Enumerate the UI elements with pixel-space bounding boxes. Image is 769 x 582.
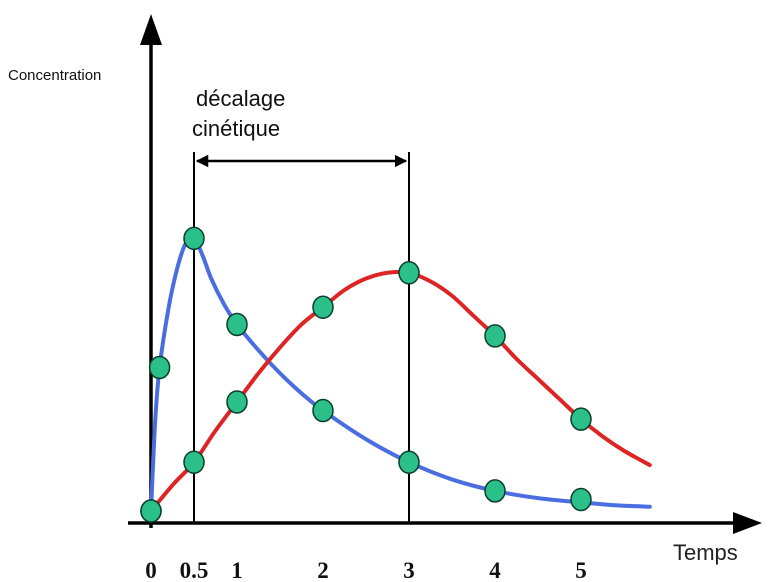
series-2-point-7: [571, 408, 591, 430]
series-1-point-6: [399, 451, 419, 473]
series-2-point-1: [141, 500, 161, 522]
series-2-point-6: [485, 325, 505, 347]
x-tick-label: 1: [231, 558, 243, 582]
series-1-point-5: [313, 400, 333, 422]
x-tick-label: 0.5: [180, 558, 209, 582]
series-1-point-7: [485, 480, 505, 502]
x-tick-label: 3: [403, 558, 415, 582]
series-2-point-4: [313, 296, 333, 318]
series-1-point-2: [150, 357, 170, 379]
annotation-line-1: décalage: [196, 86, 285, 111]
x-tick-label: 2: [317, 558, 329, 582]
series-2-point-3: [227, 391, 247, 413]
series-2-point-5: [399, 262, 419, 284]
series-1-point-4: [227, 313, 247, 335]
annotation-line-2: cinétique: [192, 116, 280, 141]
x-tick-label: 0: [145, 558, 157, 582]
y-axis-arrow: [140, 14, 162, 45]
x-tick-label: 5: [575, 558, 587, 582]
x-tick-labels: 0 0.5 1 2 3 4 5: [145, 558, 587, 582]
series-2-point-2: [184, 451, 204, 473]
y-axis-label: Concentration: [8, 67, 101, 84]
x-axis-arrow: [733, 512, 762, 534]
series-1-point-3: [184, 227, 204, 249]
series-1-point-8: [571, 489, 591, 511]
x-tick-label: 4: [489, 558, 501, 582]
x-axis-label: Temps: [673, 540, 738, 565]
